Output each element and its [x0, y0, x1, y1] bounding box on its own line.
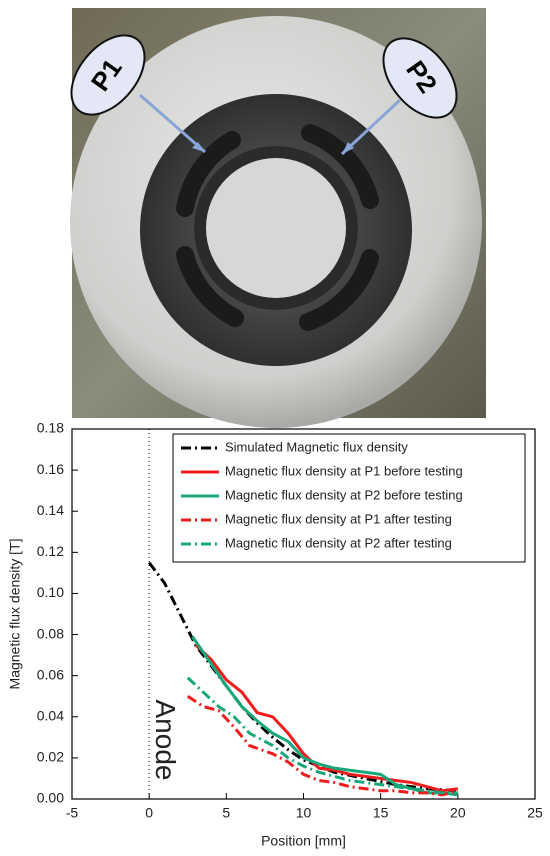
- legend-label: Simulated Magnetic flux density: [225, 439, 408, 454]
- legend-box: [172, 433, 526, 563]
- y-tick-label: 0.00: [37, 790, 64, 806]
- x-tick-label: 20: [450, 805, 466, 821]
- y-tick-label: 0.18: [37, 420, 64, 436]
- y-axis-label: Magnetic flux density [T]: [7, 539, 23, 690]
- arrow: [340, 98, 402, 156]
- plot-frame: [71, 428, 536, 800]
- series-line: [191, 635, 459, 797]
- x-tick-label: 25: [527, 805, 543, 821]
- series-line: [186, 676, 458, 795]
- y-tick-label: 0.08: [37, 625, 64, 641]
- series-line: [186, 694, 459, 797]
- slots: [176, 124, 379, 331]
- legend-label: Magnetic flux density at P1 before testi…: [225, 463, 463, 478]
- y-tick-label: 0.04: [37, 707, 64, 723]
- legend: Simulated Magnetic flux density Magnetic …: [172, 433, 526, 563]
- arrows: [139, 93, 402, 156]
- annotation: Anode: [150, 700, 181, 781]
- slot: [176, 246, 244, 327]
- legend-label: Magnetic flux density at P2 before testi…: [225, 487, 463, 502]
- label-bubble: [70, 34, 146, 116]
- y-tick-label: 0.12: [37, 543, 64, 559]
- chart: -5 0 5 10 15 20 25 0.00 0.02 0.04 0.06 0.08 0.10 0.12…: [7, 420, 543, 849]
- arrow: [139, 93, 206, 154]
- arrow-head: [342, 142, 354, 154]
- series-line: [147, 561, 458, 793]
- slot: [176, 131, 241, 217]
- x-tick-label: 15: [373, 805, 389, 821]
- x-axis-label: Position [mm]: [261, 833, 346, 849]
- x-tick-label: 10: [296, 805, 312, 821]
- arrow-head: [192, 142, 205, 152]
- x-tick-label: 5: [222, 805, 230, 821]
- slot: [299, 249, 379, 331]
- y-tick-label: 0.16: [37, 461, 64, 477]
- series-line: [194, 643, 459, 793]
- y-tick-label: 0.14: [37, 502, 64, 518]
- center-hole: [206, 158, 346, 298]
- y-tick-label: 0.06: [37, 666, 64, 682]
- photo: P1 P2: [70, 8, 486, 428]
- legend-label: Magnetic flux density at P2 after testin…: [225, 535, 452, 550]
- y-tick-label: 0.02: [37, 749, 64, 765]
- legend-label: Magnetic flux density at P1 after testin…: [225, 511, 452, 526]
- slot: [301, 124, 379, 209]
- y-tick-label: 0.10: [37, 584, 64, 600]
- x-tick-label: -5: [66, 805, 79, 821]
- label-bubble: [382, 37, 458, 119]
- x-tick-label: 0: [145, 805, 153, 821]
